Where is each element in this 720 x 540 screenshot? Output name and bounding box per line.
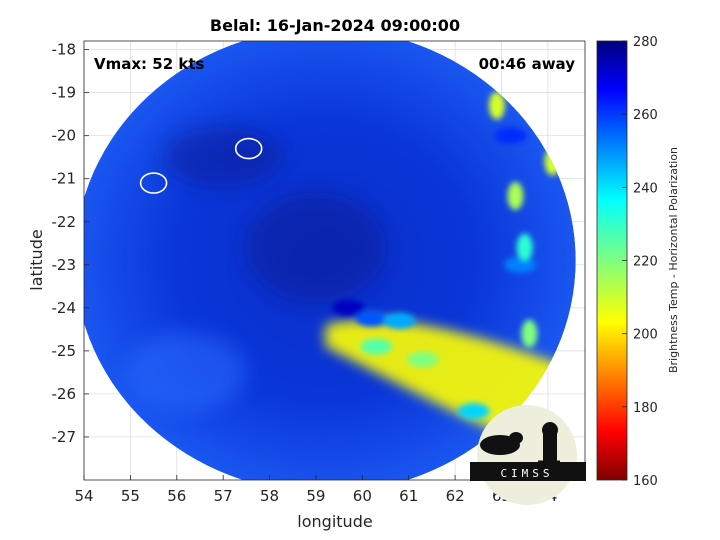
cold-cell (332, 299, 365, 316)
x-tick-label: 59 (306, 487, 325, 505)
cold-cell (406, 351, 439, 368)
convective-streak (507, 181, 524, 210)
x-axis-label: longitude (297, 512, 372, 531)
convective-streak (488, 91, 505, 120)
cold-cell (457, 403, 490, 420)
time-away-annotation: 00:46 away (479, 55, 576, 73)
colorbar-label: Brightness Temp - Horizontal Polarizatio… (667, 147, 680, 373)
cimss-logo: CIMSS (470, 405, 586, 505)
x-tick-label: 56 (167, 487, 186, 505)
x-tick-label: 54 (74, 487, 93, 505)
y-axis: -18 -19 -20 -21 -22 -23 -24 -25 -26 -27 (52, 41, 89, 446)
colorbar-tick-label: 200 (633, 328, 658, 343)
y-tick-label: -27 (52, 428, 77, 446)
x-tick-label: 58 (260, 487, 279, 505)
colorbar-tick-label: 240 (633, 181, 658, 196)
island-1-outline (139, 172, 168, 194)
swath-image (84, 41, 576, 480)
outer-band (126, 332, 247, 413)
spiral-arm (163, 127, 284, 188)
cold-cell (494, 127, 527, 144)
y-tick-label: -22 (52, 213, 77, 231)
x-tick-label: 55 (121, 487, 140, 505)
y-tick-label: -26 (52, 385, 77, 403)
y-tick-label: -18 (52, 41, 77, 59)
chart-title: Belal: 16-Jan-2024 09:00:00 (210, 16, 460, 35)
colorbar-tick-label: 260 (633, 108, 658, 123)
cold-cell (383, 312, 416, 329)
cold-cell (504, 256, 537, 273)
vmax-annotation: Vmax: 52 kts (94, 55, 204, 73)
y-tick-label: -24 (52, 299, 77, 317)
cold-cell (355, 310, 388, 327)
colorbar-tick-label: 280 (633, 35, 658, 50)
island-2-outline (234, 137, 263, 160)
y-tick-label: -19 (52, 84, 77, 102)
colorbar-tick-label: 220 (633, 255, 658, 270)
y-tick-label: -20 (52, 127, 77, 145)
x-tick-label: 61 (399, 487, 418, 505)
x-tick-label: 57 (214, 487, 233, 505)
axes-box (83, 40, 586, 481)
y-tick-label: -21 (52, 170, 77, 188)
logo-text: CIMSS (500, 467, 553, 480)
y-tick-label: -23 (52, 256, 77, 274)
x-tick-label: 62 (446, 487, 465, 505)
cyclone-core (245, 192, 386, 303)
colorbar-tick-label: 180 (633, 401, 658, 416)
x-tick-label: 60 (353, 487, 372, 505)
convective-streak (521, 319, 538, 348)
cold-cell (360, 338, 393, 355)
y-tick-label: -25 (52, 342, 77, 360)
colorbar-ticks: 280 260 240 220 200 180 160 (622, 35, 658, 489)
y-axis-label: latitude (27, 229, 46, 290)
convective-streak (516, 233, 533, 262)
colorbar-tick-label: 160 (633, 474, 658, 489)
